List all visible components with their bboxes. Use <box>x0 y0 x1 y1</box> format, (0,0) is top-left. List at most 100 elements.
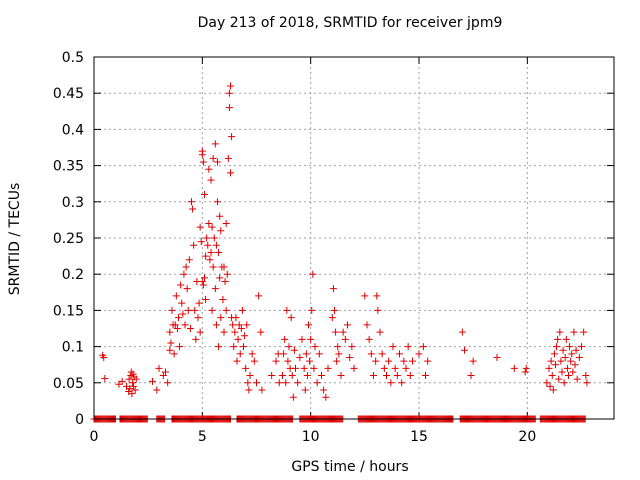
data-point <box>545 364 553 372</box>
data-point <box>257 328 265 336</box>
data-point <box>242 364 250 372</box>
y-tick-label: 0.3 <box>62 195 84 211</box>
x-tick-label: 5 <box>198 429 207 445</box>
data-point <box>308 306 316 314</box>
data-point <box>244 379 252 387</box>
data-point <box>245 386 253 394</box>
data-point <box>201 191 208 199</box>
data-point <box>288 372 296 380</box>
data-point <box>129 379 137 387</box>
data-point <box>205 220 213 228</box>
data-point <box>554 335 562 343</box>
data-point <box>199 158 207 166</box>
data-point <box>385 357 393 365</box>
data-point <box>227 169 234 177</box>
data-point <box>167 339 175 347</box>
data-point <box>322 393 330 401</box>
data-point <box>569 368 577 376</box>
y-tick-label: 0.35 <box>53 159 84 175</box>
data-point <box>374 306 382 314</box>
data-point <box>328 314 336 322</box>
x-tick-label: 20 <box>518 429 536 445</box>
data-point <box>300 364 308 372</box>
data-point <box>191 306 199 314</box>
data-point <box>415 350 423 358</box>
data-point <box>173 325 181 332</box>
data-point <box>306 357 314 365</box>
data-point <box>253 379 260 387</box>
data-point <box>162 368 169 376</box>
data-point <box>552 361 559 369</box>
y-tick-label: 0.45 <box>53 86 84 102</box>
data-point <box>280 350 288 358</box>
data-point <box>565 372 572 380</box>
data-point <box>234 335 242 343</box>
data-point <box>179 310 187 318</box>
data-point <box>197 238 205 246</box>
data-point <box>255 292 263 300</box>
data-point <box>370 372 377 380</box>
data-point <box>217 227 225 235</box>
data-point <box>389 343 397 351</box>
y-tick-label: 0.5 <box>62 50 84 66</box>
data-point <box>214 198 221 206</box>
data-point <box>208 223 216 231</box>
data-point <box>190 241 198 249</box>
data-point <box>372 357 380 365</box>
data-point <box>240 343 247 351</box>
data-point <box>238 306 246 314</box>
data-point <box>211 140 219 148</box>
data-point <box>241 332 249 340</box>
data-point <box>568 350 576 358</box>
data-point <box>131 386 139 394</box>
data-point <box>168 306 176 314</box>
data-point <box>287 314 295 322</box>
data-point <box>522 364 530 372</box>
data-point <box>305 321 312 329</box>
data-point <box>237 325 245 332</box>
data-point <box>367 350 375 358</box>
data-point <box>546 382 554 390</box>
data-point <box>422 372 429 380</box>
data-point <box>125 375 133 383</box>
data-point <box>215 343 223 351</box>
data-point <box>281 335 289 343</box>
data-point <box>383 372 390 380</box>
data-point <box>335 350 343 358</box>
data-point <box>216 212 224 220</box>
data-point <box>573 375 581 383</box>
data-point <box>198 277 206 285</box>
data-point <box>350 364 358 372</box>
data-point <box>553 343 561 351</box>
data-point <box>562 335 570 343</box>
data-point <box>220 328 228 336</box>
data-point <box>178 299 186 307</box>
data-point <box>580 328 588 336</box>
data-point <box>380 364 388 372</box>
data-point <box>212 241 220 249</box>
data-point <box>333 357 341 365</box>
data-point <box>153 386 161 394</box>
data-point <box>221 277 229 285</box>
data-point <box>315 350 323 358</box>
data-point <box>204 241 212 249</box>
data-point <box>318 372 325 380</box>
data-point <box>182 263 190 271</box>
data-point <box>301 386 309 394</box>
data-point <box>409 357 416 365</box>
data-point <box>365 335 373 343</box>
data-point <box>184 306 192 314</box>
data-point <box>550 350 558 358</box>
data-point <box>201 274 208 282</box>
data-point <box>166 328 174 336</box>
data-point <box>284 357 292 365</box>
plot-frame <box>93 56 615 420</box>
data-point <box>192 335 200 343</box>
y-tick-label: 0.05 <box>53 376 84 392</box>
x-tick-label: 15 <box>410 429 428 445</box>
data-point <box>202 252 210 260</box>
y-tick-label: 0.4 <box>62 122 84 138</box>
chart-title: Day 213 of 2018, SRMTID for receiver jpm… <box>198 15 503 31</box>
data-point <box>176 343 184 351</box>
data-point <box>203 234 211 242</box>
